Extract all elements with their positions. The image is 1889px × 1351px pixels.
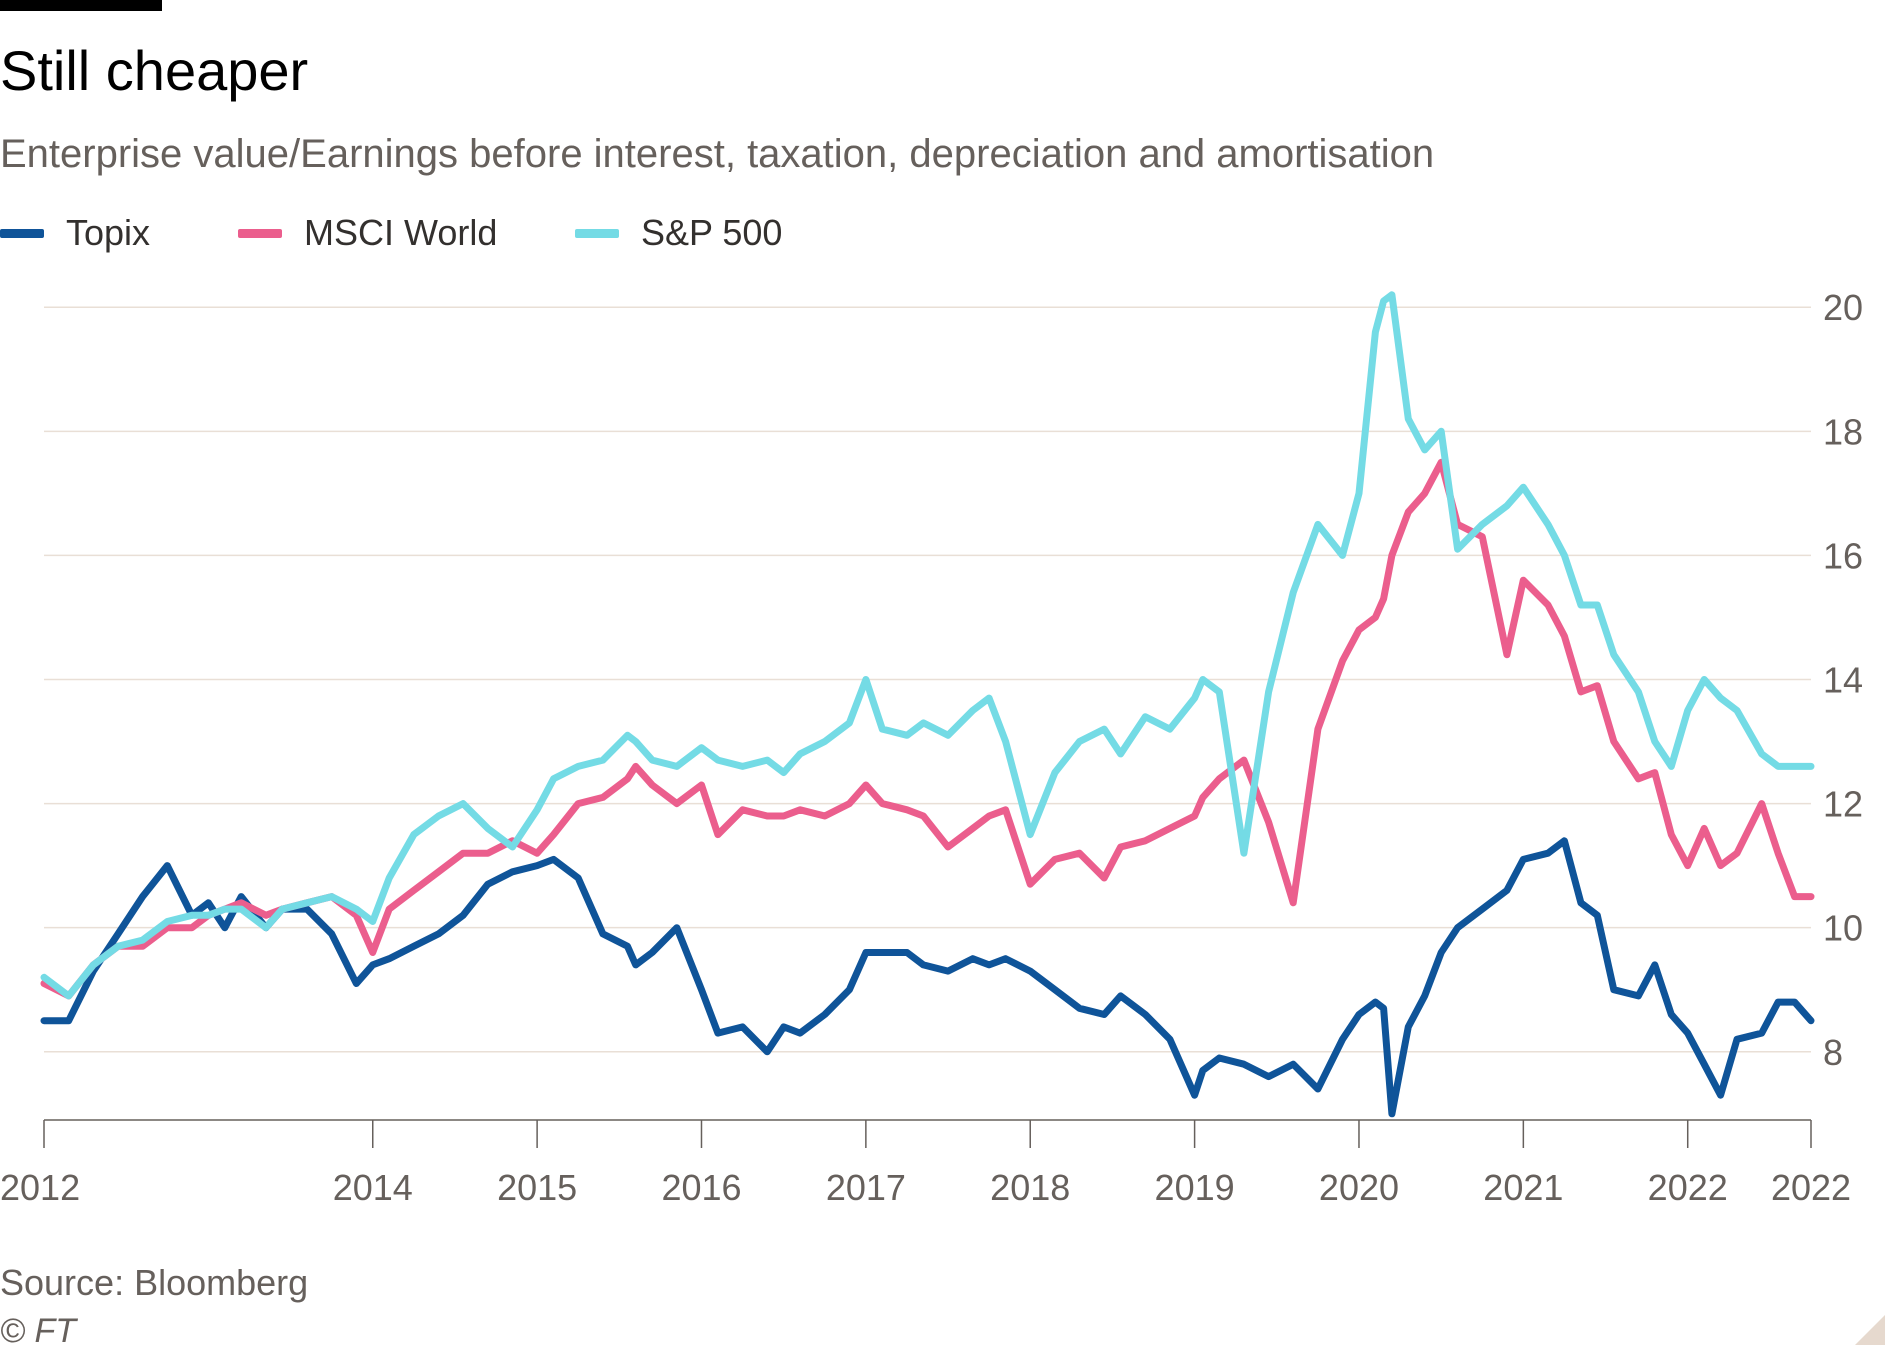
series-line-topix	[40, 837, 1815, 1118]
y-tick-label: 10	[1823, 908, 1863, 949]
x-tick-label: 2020	[1319, 1167, 1399, 1208]
y-tick-label: 12	[1823, 784, 1863, 825]
x-tick-label: 2019	[1155, 1167, 1235, 1208]
source-note: Source: Bloomberg	[0, 1262, 309, 1303]
x-tick-label: 2015	[497, 1167, 577, 1208]
legend-swatch-sp500	[575, 228, 619, 238]
chart-title: Still cheaper	[0, 39, 309, 102]
y-tick-label: 20	[1823, 287, 1863, 328]
copyright-note: © FT	[0, 1312, 77, 1350]
y-tick-label: 8	[1823, 1032, 1843, 1073]
legend-item-sp500: S&P 500	[575, 212, 782, 254]
chart-subtitle: Enterprise value/Earnings before interes…	[0, 132, 1435, 176]
x-tick-label: 2016	[661, 1167, 741, 1208]
brand-bar	[0, 0, 162, 11]
legend-swatch-msci-world	[238, 228, 282, 238]
legend-label-topix: Topix	[66, 212, 151, 253]
y-tick-label: 14	[1823, 659, 1863, 700]
legend-item-topix: Topix	[0, 212, 150, 254]
y-tick-label: 18	[1823, 411, 1863, 452]
legend-item-msci-world: MSCI World	[238, 212, 497, 254]
line-chart: 8 10 12 14 16 18 20 2012 2014 2015 2016 2017 2018 201…	[0, 287, 1863, 1208]
y-tick-label: 16	[1823, 535, 1863, 576]
x-tick-label: 2022	[1648, 1167, 1728, 1208]
corner-fold	[1855, 1315, 1885, 1345]
x-tick-label: 2018	[990, 1167, 1070, 1208]
legend-label-msci-world: MSCI World	[304, 212, 498, 253]
series-line-msci-world	[40, 458, 1815, 1000]
x-tick-label: 2012	[0, 1167, 80, 1208]
x-tick-label: 2022	[1771, 1167, 1851, 1208]
legend-label-sp500: S&P 500	[641, 212, 783, 253]
series-line-s-p-500	[40, 291, 1815, 1000]
x-tick-label: 2014	[333, 1167, 413, 1208]
x-tick-label: 2021	[1483, 1167, 1563, 1208]
x-tick-label: 2017	[826, 1167, 906, 1208]
legend-swatch-topix	[0, 228, 44, 238]
legend: Topix MSCI World S&P 500	[0, 212, 1000, 262]
